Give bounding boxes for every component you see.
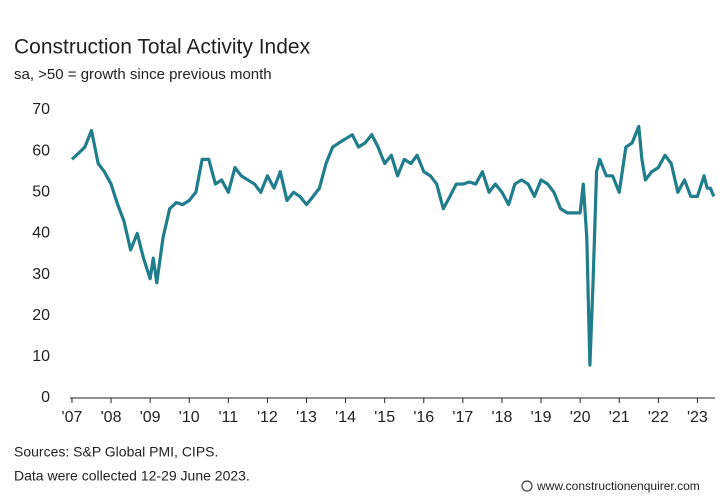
y-tick-label: 70	[32, 101, 50, 118]
y-tick-label: 10	[32, 348, 50, 365]
x-tick-label: '15	[374, 409, 395, 426]
watermark: www.constructionenquirer.com	[536, 479, 700, 493]
x-tick-label: '18	[492, 409, 513, 426]
y-tick-label: 50	[32, 184, 50, 201]
x-tick-label: '14	[335, 409, 356, 426]
y-tick-label: 20	[32, 307, 50, 324]
y-tick-label: 40	[32, 225, 50, 242]
x-tick-label: '23	[687, 409, 708, 426]
series-line	[70, 124, 716, 367]
sources: Sources: S&P Global PMI, CIPS.	[14, 444, 218, 460]
y-tick-label: 0	[41, 389, 50, 406]
x-tick-label: '11	[218, 409, 238, 426]
x-tick-label: '20	[570, 409, 591, 426]
watermark-icon	[521, 480, 533, 492]
y-tick-label: 60	[32, 142, 50, 159]
x-tick-label: '07	[62, 409, 83, 426]
note: Data were collected 12-29 June 2023.	[14, 468, 250, 484]
chart-title: Construction Total Activity Index	[14, 36, 311, 59]
x-tick-label: '08	[101, 409, 122, 426]
x-tick-label: '16	[413, 409, 434, 426]
x-tick-label: '12	[257, 409, 278, 426]
x-tick-label: '10	[179, 409, 200, 426]
x-tick-label: '19	[531, 409, 552, 426]
x-tick-label: '09	[140, 409, 161, 426]
chart-subtitle: sa, >50 = growth since previous month	[14, 66, 272, 83]
x-tick-label: '17	[452, 409, 473, 426]
x-tick-label: '22	[648, 409, 669, 426]
y-tick-label: 30	[32, 266, 50, 283]
x-tick-label: '13	[296, 409, 317, 426]
x-tick-label: '21	[609, 409, 630, 426]
